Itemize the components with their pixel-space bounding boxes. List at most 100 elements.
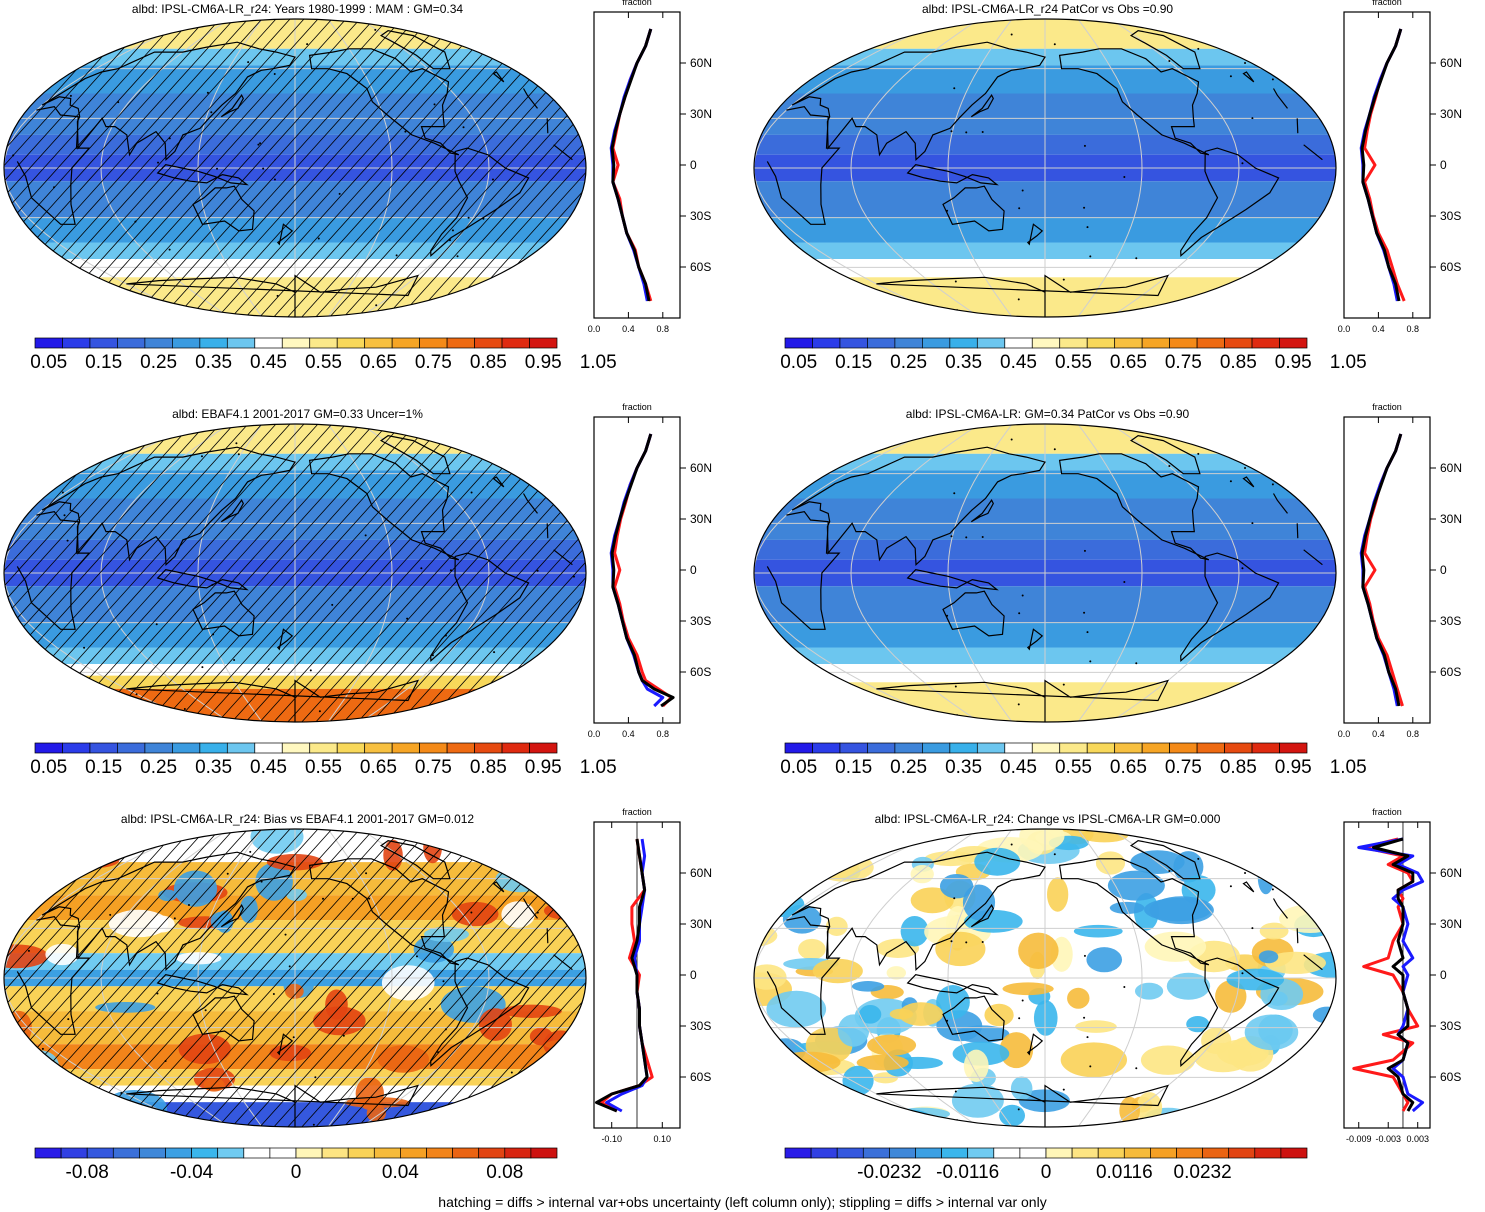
hatch-line — [159, 829, 433, 1127]
field-patch — [756, 1050, 799, 1067]
field-patch — [1244, 1014, 1299, 1051]
field-patch — [890, 1109, 930, 1125]
hatch-line — [47, 19, 321, 317]
field-patch — [963, 1049, 989, 1082]
field-patch — [173, 870, 218, 907]
field-patch — [1134, 982, 1164, 1000]
colorbar-cell — [867, 337, 896, 349]
colorbar-cell — [172, 337, 201, 349]
zonal-ytick-label: 60N — [690, 866, 712, 880]
colorbar-cell — [199, 337, 228, 349]
field-patch — [366, 1104, 386, 1122]
field-patch — [1258, 950, 1279, 964]
map-title: albd: IPSL-CM6A-LR_r24: Bias vs EBAF4.1 … — [120, 812, 475, 826]
stipple-dot — [778, 1103, 781, 1106]
zonal-ytick-label: 60N — [1440, 866, 1462, 880]
stipple-dot — [284, 933, 287, 936]
hatch-line — [411, 19, 586, 317]
zonal-mean-plot: fraction 60N 30N 0 30S 60S 0.0 0.4 0.8 — [1338, 0, 1462, 334]
field-patch — [754, 905, 768, 939]
stipple-dot — [272, 993, 275, 996]
hatch-line — [397, 424, 586, 722]
colorbar-cell — [117, 337, 146, 349]
colorbar-label: 0.55 — [1054, 352, 1092, 373]
hatch-line — [453, 829, 586, 1127]
stipple-dot — [855, 1105, 858, 1108]
coastline — [430, 552, 530, 662]
field-patch — [1095, 851, 1126, 875]
hatch-line — [4, 19, 223, 317]
field-patch — [4, 944, 49, 969]
colorbar-cell — [336, 337, 366, 349]
coastline — [942, 590, 1005, 637]
coastline — [126, 679, 420, 722]
coastline — [791, 851, 1288, 972]
graticule-lon — [947, 424, 1013, 722]
map-plot — [3, 423, 587, 724]
stipple-dot — [1017, 703, 1020, 706]
field-patch — [859, 1004, 882, 1024]
stipple-dot — [338, 723, 340, 724]
colorbar-label: 0.95 — [1274, 757, 1312, 778]
stipple-dot — [233, 659, 236, 662]
stipple-dot — [1135, 257, 1138, 260]
zonal-xtick-label: -0.003 — [1375, 1134, 1401, 1144]
field-patch — [1194, 1042, 1252, 1073]
field-patch — [1152, 829, 1182, 838]
zonal-ytick-label: 30S — [1440, 209, 1461, 223]
field-patch — [1300, 829, 1336, 842]
colorbar-label: 0.15 — [85, 352, 123, 373]
colorbar-cell — [784, 742, 813, 754]
stipple-dot — [183, 708, 186, 711]
stipple-dot — [292, 1036, 295, 1039]
colorbar-cell — [1086, 337, 1116, 349]
stipple-dot — [11, 463, 14, 466]
colorbar-cell — [243, 1147, 271, 1159]
colorbar-cell — [400, 1147, 427, 1159]
hatch-line — [201, 829, 475, 1127]
field-patch — [1203, 1114, 1226, 1127]
coastline — [1180, 147, 1280, 257]
zonal-ytick-label: 60N — [1440, 56, 1462, 70]
stipple-dot — [1241, 860, 1244, 863]
hatch-line — [229, 829, 503, 1127]
hatch-line — [4, 829, 181, 1127]
stipple-dot — [1271, 483, 1274, 486]
graticule-lon — [1077, 19, 1143, 317]
field-patch — [897, 829, 938, 843]
colorbar-label: 0.08 — [486, 1162, 524, 1183]
colorbar-label: 1.05 — [1329, 757, 1367, 778]
stipple-dot — [755, 943, 758, 946]
coastline — [41, 446, 538, 567]
hatch-line — [89, 829, 363, 1127]
zonal-ytick-label: 30N — [1440, 917, 1462, 931]
field-patch — [4, 843, 12, 868]
colorbar-cell — [1141, 337, 1170, 349]
colorbar-cell — [269, 1147, 297, 1159]
map-border — [3, 423, 587, 723]
colorbar-cell — [89, 337, 118, 349]
colorbar-cell — [62, 742, 91, 754]
graticule-lon — [1110, 424, 1240, 722]
colorbar-label: 0.65 — [359, 757, 397, 778]
stipple-dot — [831, 840, 834, 843]
zonal-ytick-label: 30S — [690, 614, 711, 628]
colorbar-cell — [1176, 1147, 1203, 1159]
stipple-dot — [216, 167, 219, 170]
hatch-line — [4, 829, 223, 1127]
field-patch — [999, 1032, 1034, 1069]
field-patch — [1289, 847, 1324, 861]
zonal-ytick-label: 0 — [1440, 563, 1447, 577]
stipple-dot — [442, 980, 445, 983]
colorbar-cell — [812, 742, 841, 754]
stipple-dot — [1190, 721, 1193, 722]
graticule-lon — [850, 424, 980, 722]
stipple-dot — [1135, 662, 1138, 665]
zonal-mean-plot: fraction 60N 30N 0 30S 60S -0.10 0.10 — [593, 807, 712, 1144]
stipple-dot — [780, 234, 783, 237]
stipple-dot — [318, 710, 321, 713]
field-patch — [1075, 1020, 1117, 1033]
stipple-dot — [164, 1060, 167, 1063]
stipple-dot — [247, 61, 250, 64]
field-patch — [1144, 931, 1207, 962]
